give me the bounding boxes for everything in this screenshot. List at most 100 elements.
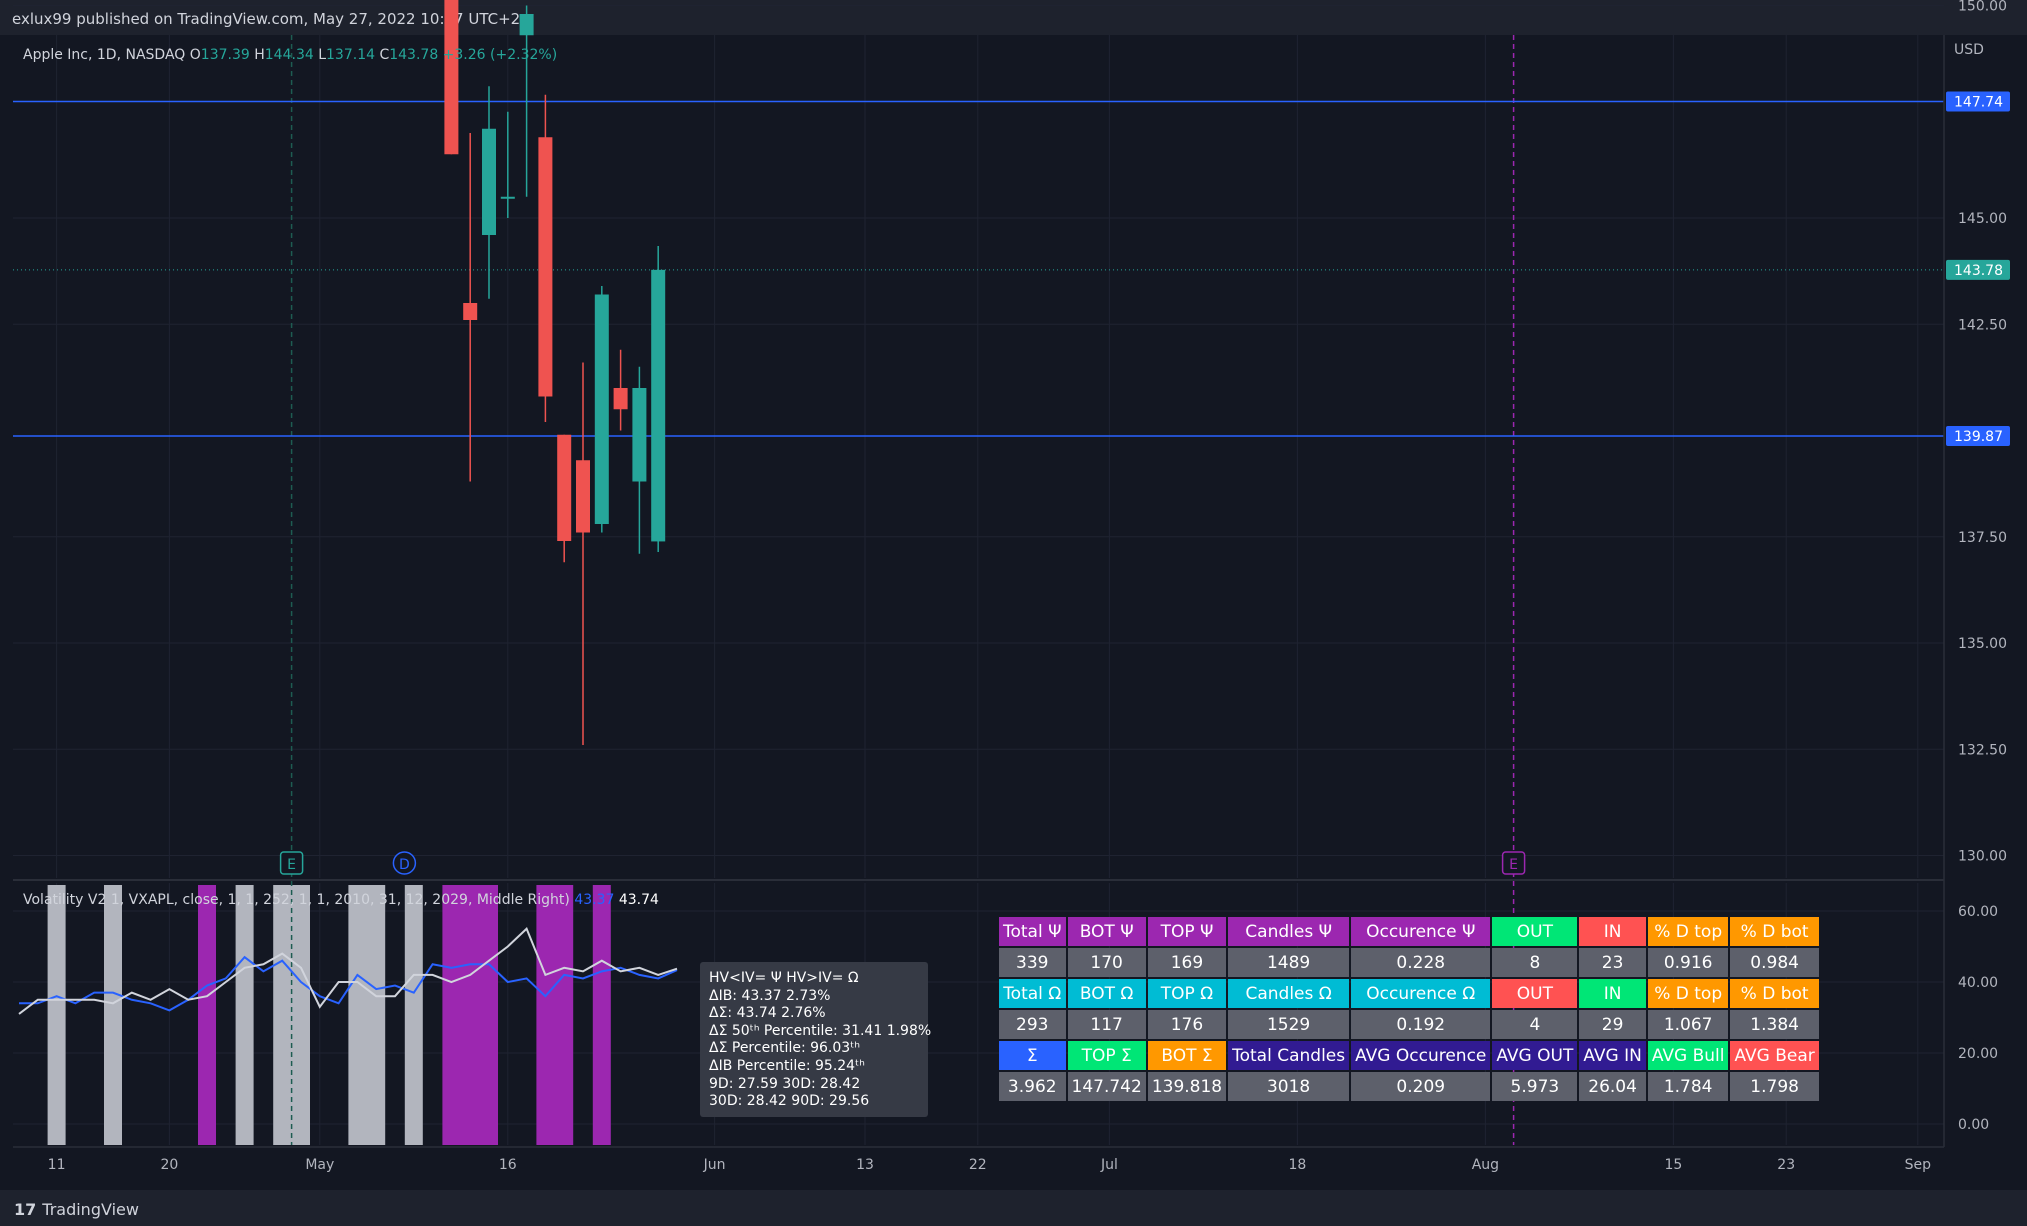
table-cell: AVG Bull — [1647, 1041, 1729, 1070]
table-row: 293 117 176 1529 0.192 4 29 1.067 1.384 — [999, 1010, 1819, 1039]
y-tick-label: 142.50 — [1958, 317, 2007, 333]
table-cell: Σ — [999, 1041, 1066, 1070]
y-tick-label: 150.00 — [1958, 0, 2007, 15]
tooltip-line: ΔIB: 43.37 2.73% — [709, 987, 831, 1004]
price-label-text: 139.87 — [1954, 429, 2003, 445]
candle — [500, 111, 515, 218]
candle-body — [500, 196, 515, 199]
table-cell: 8 — [1492, 948, 1578, 977]
tooltip-line: ΔIB Percentile: 95.24ᵗʰ — [709, 1057, 865, 1074]
legend-part: Apple Inc, 1D, NASDAQ — [23, 47, 190, 63]
table-row: Total Ω BOT Ω TOP Ω Candles Ω Occurence Ω OUT… — [999, 979, 1819, 1008]
legend-part: H — [254, 47, 265, 63]
x-tick-label: 20 — [160, 1157, 178, 1173]
table-cell: % D top — [1647, 979, 1729, 1008]
price-axis — [1944, 35, 2027, 1147]
hv-series-line — [19, 955, 678, 1012]
footer-bar: 17 TradingView — [0, 1190, 2027, 1226]
legend-part: +3.26 (+2.32%) — [443, 47, 557, 63]
tooltip-line: HV<IV= Ψ HV>IV= Ω — [709, 970, 859, 986]
table-cell: 3.962 — [999, 1072, 1066, 1101]
table-cell: AVG Occurence — [1351, 1041, 1491, 1070]
tooltip-line: ΔΣ Percentile: 96.03ᵗʰ — [709, 1040, 860, 1057]
y-tick-label: 135.00 — [1958, 636, 2007, 652]
iv-series-line — [18, 927, 678, 1015]
price-label-text: 143.78 — [1954, 263, 2003, 279]
candle-body — [594, 294, 609, 524]
table-cell: Candles Ψ — [1228, 917, 1350, 946]
table-cell: 0.916 — [1647, 948, 1729, 977]
candle-body — [444, 0, 459, 155]
table-cell: 1.784 — [1647, 1072, 1729, 1101]
price-label-text: 147.74 — [1954, 95, 2003, 111]
candle-body — [651, 269, 666, 542]
table-cell: BOT Ψ — [1067, 917, 1146, 946]
currency-label: USD — [1954, 42, 1984, 58]
x-tick-label: 16 — [499, 1157, 517, 1173]
marker-badge — [392, 851, 417, 875]
table-cell: 1529 — [1228, 1010, 1350, 1039]
table-cell: % D bot — [1730, 979, 1819, 1008]
marker-label: E — [287, 857, 296, 873]
table-cell: IN — [1579, 979, 1646, 1008]
table-cell: 0.209 — [1351, 1072, 1491, 1101]
table-cell: TOP Σ — [1067, 1041, 1146, 1070]
table-cell: 0.192 — [1351, 1010, 1491, 1039]
table-cell: 26.04 — [1579, 1072, 1646, 1101]
candle-body — [557, 434, 572, 541]
table-cell: 0.228 — [1351, 948, 1491, 977]
publisher-text: exlux99 published on TradingView.com, Ma… — [12, 10, 521, 28]
table-cell: 0.984 — [1730, 948, 1819, 977]
x-tick-label: 22 — [969, 1157, 987, 1173]
volatility-band — [536, 885, 574, 1145]
volatility-tooltip: HV<IV= Ψ HV>IV= Ω ΔIB: 43.37 2.73% ΔΣ: 43.… — [700, 962, 932, 1117]
table-cell: 5.973 — [1492, 1072, 1578, 1101]
table-cell: 1.798 — [1730, 1072, 1819, 1101]
price-label: 143.78 — [1946, 259, 2010, 280]
table-row: Total Ψ BOT Ψ TOP Ψ Candles Ψ Occurence Ψ OUT… — [999, 917, 1819, 946]
tradingview-logo[interactable]: 17 TradingView — [14, 1200, 139, 1219]
indicator-legend: Volatility V2 1, VXAPL, close, 1, 1, 252… — [23, 892, 659, 908]
osc-y-tick-label: 60.00 — [1958, 904, 1998, 920]
y-tick-label: 132.50 — [1958, 742, 2007, 758]
table-cell: BOT Ω — [1067, 979, 1146, 1008]
candle-body — [519, 14, 534, 36]
table-cell: 3018 — [1228, 1072, 1350, 1101]
table-cell: Total Candles — [1228, 1041, 1350, 1070]
table-row: 3.962 147.742 139.818 3018 0.209 5.973 26.04 1.… — [999, 1072, 1819, 1101]
symbol-legend: Apple Inc, 1D, NASDAQ O137.39 H144.34 L1… — [23, 47, 557, 63]
table-cell: % D bot — [1730, 917, 1819, 946]
table-cell: AVG IN — [1579, 1041, 1646, 1070]
volatility-band — [404, 885, 423, 1145]
tradingview-logo-icon: 17 — [14, 1200, 37, 1219]
legend-part: O — [190, 47, 201, 63]
legend-part: 137.39 — [201, 47, 254, 63]
table-cell: 23 — [1579, 948, 1646, 977]
volatility-band — [198, 885, 216, 1145]
table-cell: 117 — [1067, 1010, 1146, 1039]
table-cell: AVG Bear — [1730, 1041, 1819, 1070]
price-label-bg — [1946, 91, 2010, 112]
volatility-band — [47, 885, 66, 1145]
x-tick-label: Jul — [1100, 1157, 1118, 1173]
y-tick-label: 137.50 — [1958, 530, 2007, 546]
table-cell: AVG OUT — [1492, 1041, 1578, 1070]
x-tick-label: 18 — [1288, 1157, 1306, 1173]
y-tick-label: 145.00 — [1958, 211, 2007, 227]
table-cell: OUT — [1492, 917, 1578, 946]
table-cell: Occurence Ω — [1351, 979, 1491, 1008]
table-cell: Total Ψ — [999, 917, 1066, 946]
indicator-legend-part: 43.74 — [619, 892, 659, 908]
table-row: 339 170 169 1489 0.228 8 23 0.916 0.984 — [999, 948, 1819, 977]
tooltip-line: ΔΣ 50ᵗʰ Percentile: 31.41 1.98% — [709, 1022, 932, 1039]
table-cell: 1.067 — [1647, 1010, 1729, 1039]
volatility-band — [104, 885, 122, 1145]
table-cell: 176 — [1147, 1010, 1227, 1039]
candle-body — [482, 128, 496, 235]
tradingview-brand: TradingView — [42, 1200, 139, 1219]
table-cell: % D top — [1647, 917, 1729, 946]
x-tick-label: 11 — [48, 1157, 66, 1173]
stats-table: Total Ψ BOT Ψ TOP Ψ Candles Ψ Occurence Ψ OUT… — [997, 915, 1821, 1103]
volatility-band — [348, 885, 386, 1145]
